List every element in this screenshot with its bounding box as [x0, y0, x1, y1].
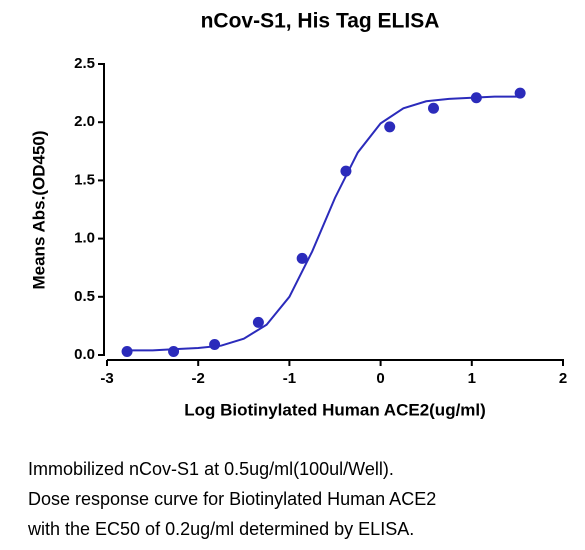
data-point — [427, 102, 439, 114]
caption-line: with the EC50 of 0.2ug/ml determined by … — [27, 519, 414, 539]
x-tick-label: -2 — [192, 370, 205, 387]
x-tick-label: 0 — [376, 370, 384, 387]
fit-curve — [125, 95, 522, 352]
y-tick-label: 0.0 — [74, 346, 95, 363]
y-tick-label: 2.0 — [74, 113, 95, 130]
y-tick-label: 0.5 — [74, 288, 95, 305]
y-axis-label: Means Abs.(OD450) — [29, 130, 48, 289]
x-axis-label: Log Biotinylated Human ACE2(ug/ml) — [184, 400, 486, 419]
y-tick-label: 1.5 — [74, 171, 95, 188]
data-point — [252, 316, 264, 328]
data-point — [384, 121, 396, 133]
x-tick-label: -3 — [100, 370, 113, 387]
caption-line: Dose response curve for Biotinylated Hum… — [28, 489, 436, 509]
x-tick-label: 2 — [559, 370, 567, 387]
y-tick-label: 1.0 — [74, 230, 95, 247]
data-point — [340, 165, 352, 177]
data-point — [296, 252, 308, 264]
caption-line: Immobilized nCov-S1 at 0.5ug/ml(100ul/We… — [28, 459, 394, 479]
x-tick-label: 1 — [468, 370, 476, 387]
data-point — [209, 339, 221, 351]
chart-title: nCov-S1, His Tag ELISA — [201, 10, 440, 33]
data-point — [168, 346, 180, 358]
x-tick-label: -1 — [283, 370, 296, 387]
y-tick-label: 2.5 — [74, 55, 95, 72]
data-point — [121, 346, 133, 358]
